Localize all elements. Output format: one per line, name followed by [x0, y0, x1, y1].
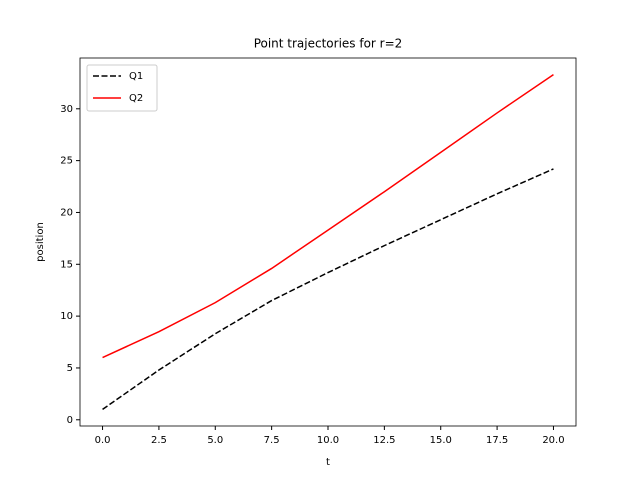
x-tick-label: 17.5 — [486, 435, 508, 446]
y-tick-label: 5 — [67, 363, 73, 374]
x-tick-label: 7.5 — [264, 435, 280, 446]
y-tick-label: 15 — [60, 259, 73, 270]
data-line — [102, 73, 554, 359]
y-tick-label: 0 — [67, 415, 73, 426]
y-tick-label: 10 — [60, 311, 73, 322]
legend-label: Q1 — [129, 71, 143, 82]
x-axis-label: t — [326, 457, 330, 468]
y-tick-label: 20 — [60, 207, 73, 218]
x-tick-label: 10.0 — [317, 435, 339, 446]
x-tick-label: 5.0 — [207, 435, 223, 446]
chart-title: Point trajectories for r=2 — [254, 37, 403, 51]
data-line — [102, 168, 554, 411]
x-tick-label: 12.5 — [373, 435, 395, 446]
x-tick-label: 15.0 — [430, 435, 452, 446]
y-axis-label: position — [35, 222, 46, 262]
y-tick-label: 30 — [60, 104, 73, 115]
plot-frame — [79, 57, 577, 427]
x-tick-label: 20.0 — [542, 435, 564, 446]
legend-label: Q2 — [129, 93, 143, 104]
legend-box — [86, 64, 158, 112]
x-tick-label: 2.5 — [151, 435, 167, 446]
x-tick-label: 0.0 — [95, 435, 111, 446]
y-tick-label: 25 — [60, 156, 73, 167]
